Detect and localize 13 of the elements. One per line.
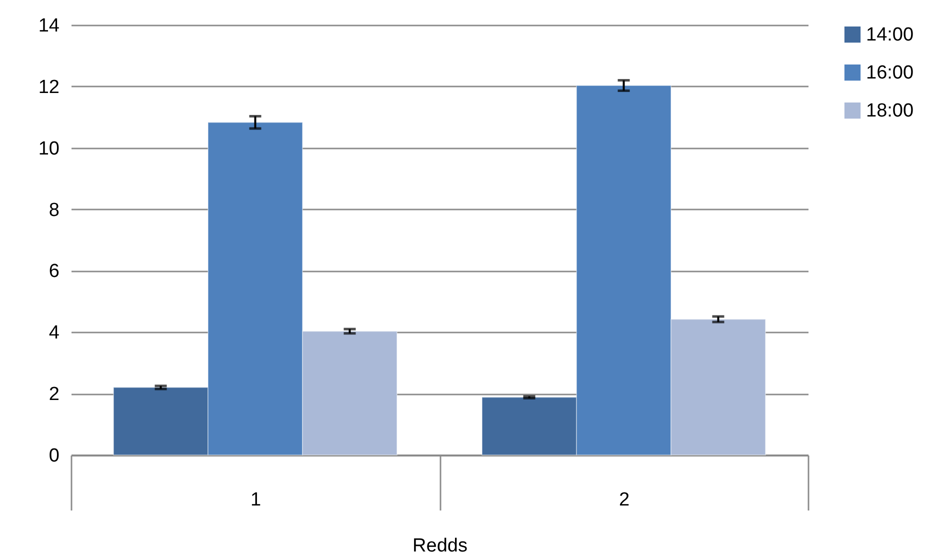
- legend-label: 14:00: [866, 24, 914, 46]
- legend-label: 16:00: [866, 62, 914, 84]
- y-tick-label: 2: [48, 384, 60, 406]
- x-axis-title: Redds: [412, 535, 468, 553]
- y-tick-label: 0: [48, 446, 60, 466]
- y-tick-label: 12: [38, 76, 60, 98]
- x-tick-label: 1: [250, 490, 262, 510]
- y-tick-label: 4: [48, 322, 60, 344]
- y-tick-label: 6: [48, 261, 60, 282]
- y-tick-label: 10: [38, 138, 60, 160]
- y-tick-label: 14: [38, 16, 60, 36]
- legend-label: 18:00: [866, 100, 914, 122]
- y-tick-label: 8: [48, 200, 60, 221]
